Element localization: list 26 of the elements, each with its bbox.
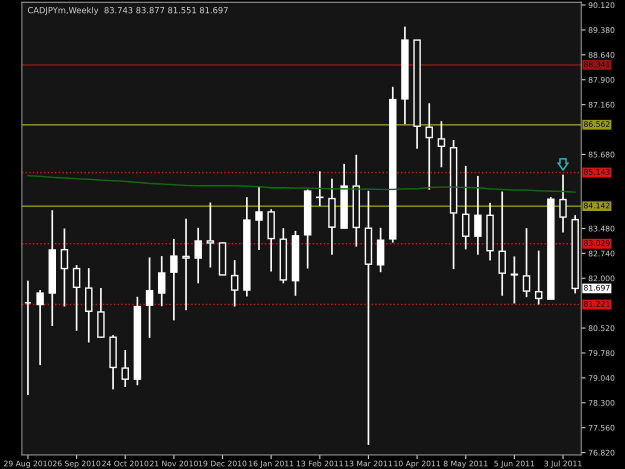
candlestick	[72, 264, 80, 332]
candlestick	[534, 250, 542, 306]
candlestick	[462, 165, 470, 250]
text: CADJPYm,Weekly 83.743 83.877 81.551 81.697	[28, 6, 228, 15]
candlestick	[146, 256, 154, 339]
candlestick	[158, 255, 166, 308]
candlestick	[85, 267, 92, 344]
candlestick	[170, 238, 178, 322]
candlestick	[316, 170, 324, 207]
candlestick	[122, 349, 129, 388]
candlestick	[230, 259, 238, 308]
candlestick	[559, 174, 567, 234]
candlestick	[60, 228, 68, 308]
candlestick	[206, 202, 214, 268]
candlestick	[474, 175, 482, 256]
line-series	[27, 174, 576, 193]
candlestick	[255, 186, 263, 251]
candlestick	[194, 226, 202, 284]
candlestick	[426, 102, 433, 191]
candlestick	[522, 227, 530, 298]
candlestick	[510, 256, 518, 304]
candlestick	[24, 280, 32, 396]
candlestick	[438, 120, 446, 168]
candlestick	[498, 190, 506, 297]
candlestick	[36, 289, 44, 366]
candlestick	[182, 218, 190, 312]
